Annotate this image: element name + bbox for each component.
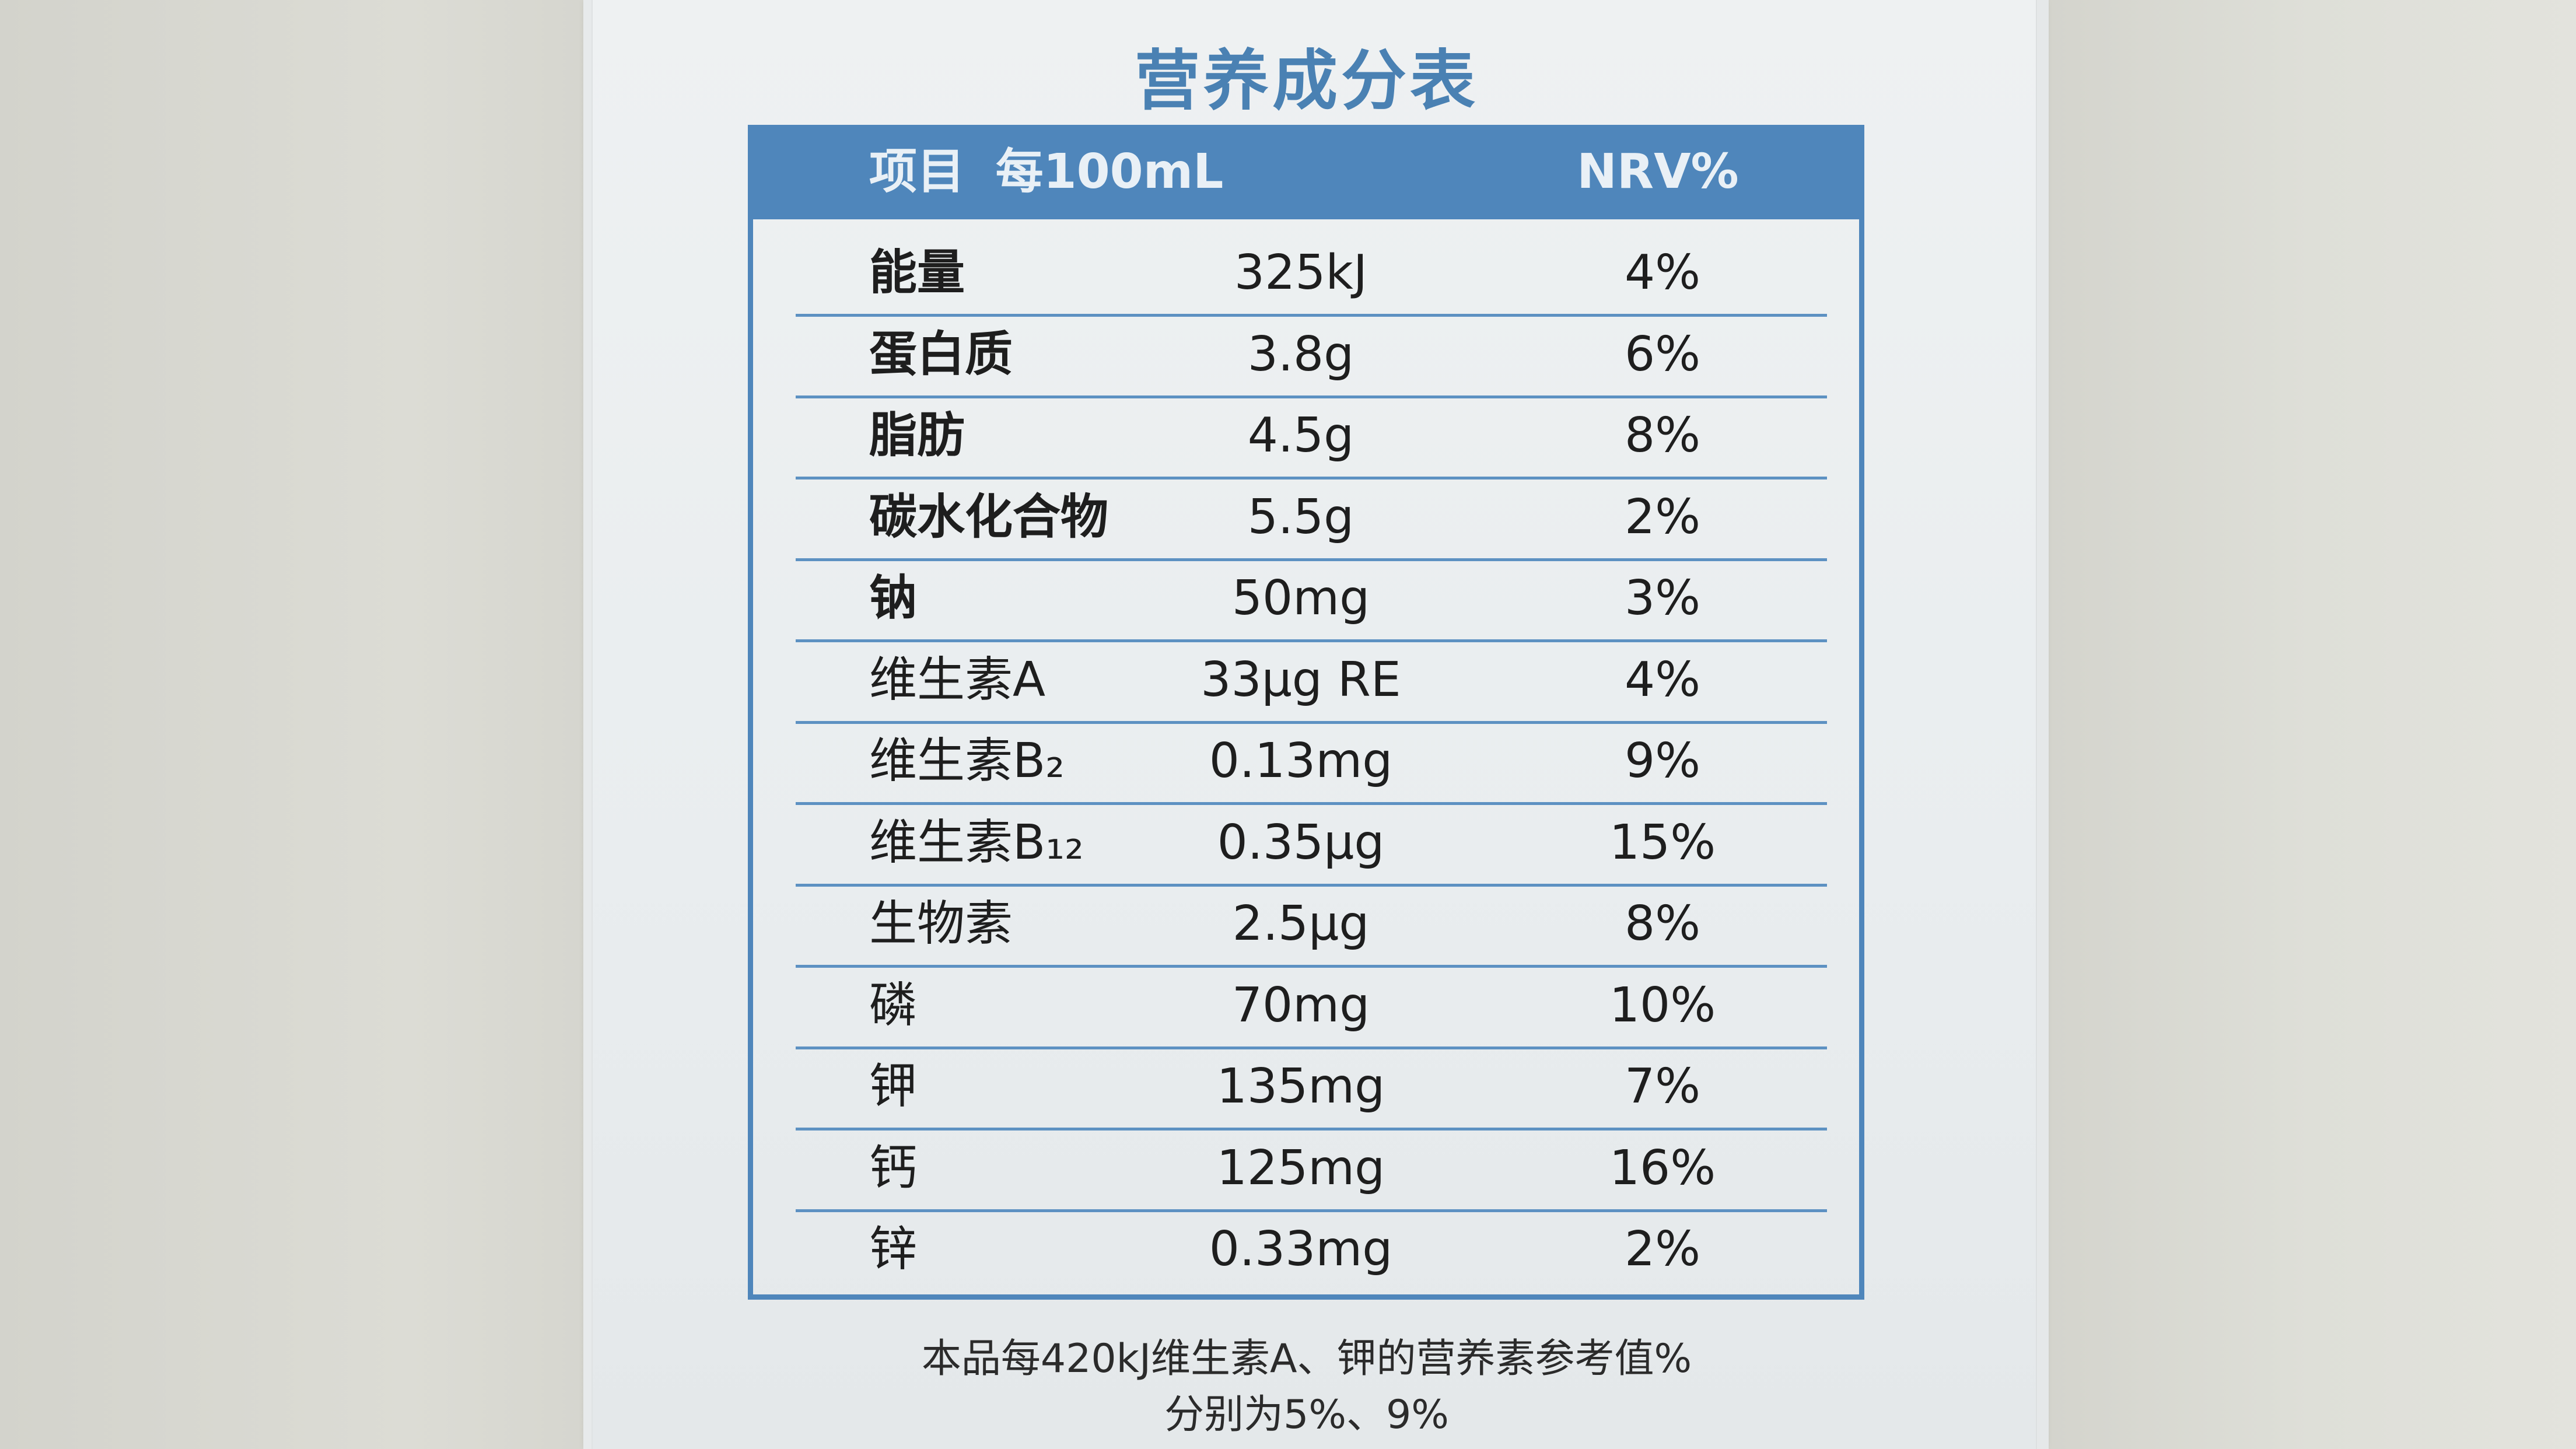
nutrient-nrv: 7% bbox=[1624, 1059, 1701, 1114]
row-divider bbox=[796, 965, 1827, 968]
row-divider bbox=[796, 1128, 1827, 1130]
nutrient-nrv: 15% bbox=[1609, 814, 1716, 870]
nutrient-name: 维生素B₁₂ bbox=[869, 814, 1084, 870]
table-row: 脂肪 4.5g 8% bbox=[0, 395, 2576, 477]
table-row: 钾 135mg 7% bbox=[0, 1046, 2576, 1128]
nutrient-name: 钙 bbox=[869, 1140, 918, 1196]
table-row: 维生素B₁₂ 0.35μg 15% bbox=[0, 802, 2576, 884]
row-divider bbox=[796, 720, 1827, 724]
nutrient-nrv: 3% bbox=[1624, 570, 1701, 626]
nutrient-amount: 135mg bbox=[1216, 1059, 1385, 1114]
nutrient-amount: 33μg RE bbox=[1200, 652, 1401, 708]
nutrient-amount: 3.8g bbox=[1247, 326, 1354, 382]
row-divider bbox=[796, 314, 1827, 317]
nutrient-name: 能量 bbox=[869, 245, 965, 300]
nutrient-nrv: 2% bbox=[1624, 1222, 1701, 1277]
nutrient-nrv: 10% bbox=[1609, 977, 1716, 1033]
table-frame bbox=[748, 125, 1864, 1300]
table-row: 钠 50mg 3% bbox=[0, 558, 2576, 639]
carton-panel bbox=[583, 0, 2048, 1449]
nutrient-nrv: 8% bbox=[1624, 896, 1701, 951]
nutrient-amount: 325kJ bbox=[1234, 245, 1368, 300]
carton-edge-left bbox=[583, 0, 593, 1449]
nutrient-nrv: 4% bbox=[1624, 245, 1701, 300]
nutrient-amount: 0.35μg bbox=[1217, 814, 1385, 870]
header-per-100ml: 每100mL bbox=[995, 144, 1224, 200]
nutrient-amount: 0.33mg bbox=[1209, 1222, 1393, 1277]
row-divider bbox=[796, 639, 1827, 642]
background-left bbox=[0, 0, 583, 1449]
table-row: 生物素 2.5μg 8% bbox=[0, 883, 2576, 965]
nutrient-name: 维生素A bbox=[869, 652, 1046, 708]
carton-edge-right bbox=[2036, 0, 2049, 1449]
nutrient-nrv: 2% bbox=[1624, 489, 1701, 545]
nutrient-nrv: 16% bbox=[1609, 1140, 1716, 1196]
nutrient-name: 碳水化合物 bbox=[869, 489, 1109, 545]
nutrient-amount: 2.5μg bbox=[1232, 896, 1370, 951]
row-divider bbox=[796, 802, 1827, 805]
row-divider bbox=[796, 1209, 1827, 1212]
nutrient-name: 生物素 bbox=[869, 896, 1013, 951]
row-divider bbox=[796, 395, 1827, 398]
nutrient-name: 脂肪 bbox=[869, 408, 965, 463]
row-divider bbox=[796, 1046, 1827, 1049]
nutrient-nrv: 8% bbox=[1624, 408, 1701, 463]
nutrient-name: 磷 bbox=[869, 977, 918, 1033]
header-item: 项目 bbox=[869, 144, 965, 200]
nutrient-name: 锌 bbox=[869, 1222, 918, 1277]
table-row: 维生素A 33μg RE 4% bbox=[0, 639, 2576, 721]
row-divider bbox=[796, 558, 1827, 561]
row-divider bbox=[796, 477, 1827, 480]
nutrient-amount: 0.13mg bbox=[1209, 733, 1393, 789]
nutrient-nrv: 4% bbox=[1624, 652, 1701, 708]
table-row: 钙 125mg 16% bbox=[0, 1128, 2576, 1209]
nutrient-amount: 4.5g bbox=[1247, 408, 1354, 463]
row-divider bbox=[796, 883, 1827, 887]
table-row: 维生素B₂ 0.13mg 9% bbox=[0, 720, 2576, 802]
table-row: 碳水化合物 5.5g 2% bbox=[0, 477, 2576, 558]
table-row: 磷 70mg 10% bbox=[0, 965, 2576, 1046]
nutrient-name: 蛋白质 bbox=[869, 326, 1013, 382]
nutrient-amount: 125mg bbox=[1216, 1140, 1385, 1196]
nutrient-name: 钾 bbox=[869, 1059, 918, 1114]
footnote-line-2: 分别为5%、9% bbox=[1164, 1392, 1449, 1438]
nutrient-amount: 70mg bbox=[1231, 977, 1370, 1033]
table-row: 蛋白质 3.8g 6% bbox=[0, 314, 2576, 396]
nutrient-amount: 5.5g bbox=[1247, 489, 1354, 545]
nutrient-nrv: 6% bbox=[1624, 326, 1701, 382]
header-nrv: NRV% bbox=[1577, 144, 1739, 200]
footnote: 本品每420kJ维生素A、钾的营养素参考值% 分别为5%、9% bbox=[782, 1331, 1832, 1443]
nutrition-table-title: 营养成分表 bbox=[1135, 43, 1479, 119]
table-row: 锌 0.33mg 2% bbox=[0, 1209, 2576, 1290]
nutrient-nrv: 9% bbox=[1624, 733, 1701, 789]
footnote-line-1: 本品每420kJ维生素A、钾的营养素参考值% bbox=[921, 1336, 1692, 1382]
table-row: 能量 325kJ 4% bbox=[0, 232, 2576, 314]
nutrient-amount: 50mg bbox=[1231, 570, 1370, 626]
nutrient-name: 钠 bbox=[869, 570, 918, 626]
nutrient-name: 维生素B₂ bbox=[869, 733, 1065, 789]
background-right bbox=[2048, 0, 2576, 1449]
table-header: 项目 每100mL NRV% bbox=[748, 125, 1864, 219]
